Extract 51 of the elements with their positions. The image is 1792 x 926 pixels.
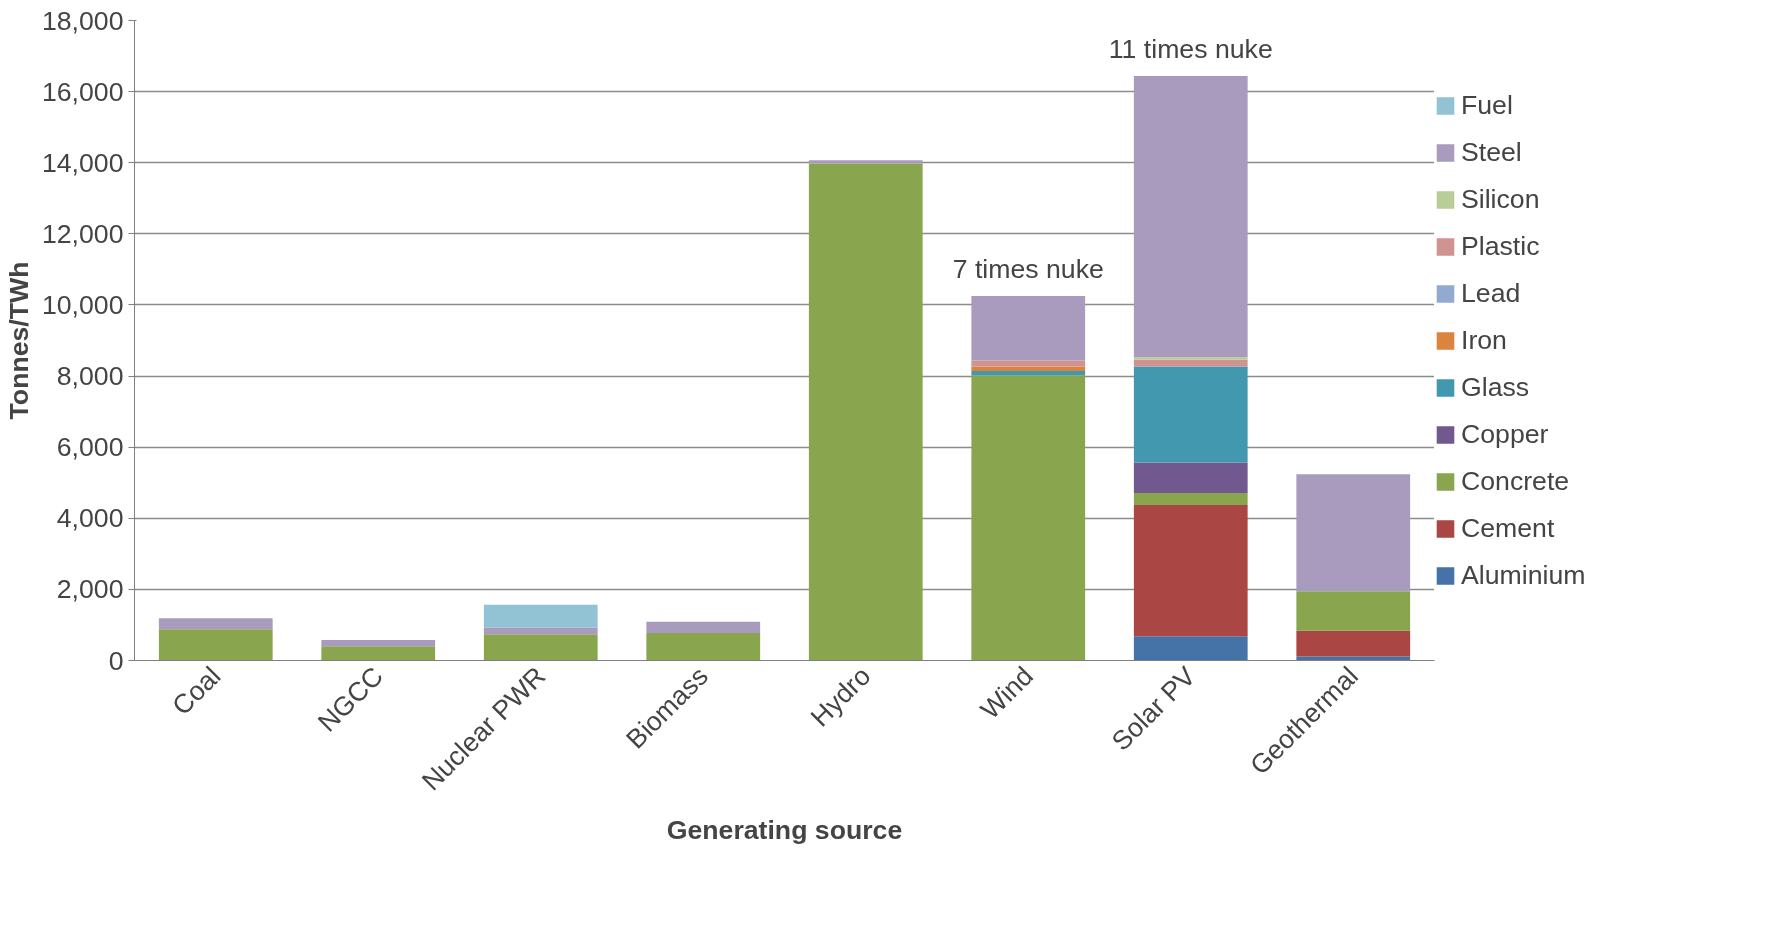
bar bbox=[1296, 630, 1411, 657]
bar bbox=[321, 639, 436, 647]
y-tick-label: 12,000 bbox=[41, 218, 124, 249]
bar bbox=[646, 633, 761, 661]
y-tick-label: 6,000 bbox=[56, 432, 124, 463]
legend-label: Copper bbox=[1461, 418, 1549, 450]
bar bbox=[1133, 357, 1248, 360]
legend-label: Steel bbox=[1461, 136, 1522, 168]
legend-label: Cement bbox=[1461, 512, 1555, 544]
bar bbox=[1133, 462, 1248, 494]
y-tick-label: 4,000 bbox=[56, 503, 124, 534]
x-axis-title: Generating source bbox=[666, 814, 903, 845]
bar bbox=[1133, 505, 1248, 637]
legend-label: Glass bbox=[1461, 371, 1530, 403]
bar bbox=[808, 160, 923, 164]
annotation: 11 times nuke bbox=[1108, 33, 1273, 64]
bar bbox=[158, 629, 273, 661]
y-tick-label: 0 bbox=[108, 645, 124, 676]
y-tick-label: 10,000 bbox=[41, 289, 124, 320]
legend-label: Concrete bbox=[1461, 465, 1570, 497]
bar bbox=[321, 646, 436, 661]
y-tick-label: 16,000 bbox=[41, 76, 124, 107]
bar bbox=[646, 621, 761, 634]
legend-label: Lead bbox=[1461, 277, 1521, 309]
y-tick-label: 14,000 bbox=[41, 147, 124, 178]
y-axis-title: Tonnes/TWh bbox=[3, 261, 34, 420]
bar bbox=[1133, 75, 1248, 358]
bar bbox=[1296, 474, 1411, 592]
bar bbox=[483, 627, 598, 635]
y-tick-label: 18,000 bbox=[41, 5, 124, 36]
bar bbox=[483, 634, 598, 661]
bar bbox=[971, 366, 1086, 372]
bar bbox=[1133, 636, 1248, 661]
bar bbox=[971, 360, 1086, 367]
annotation: 7 times nuke bbox=[952, 254, 1104, 285]
y-tick-label: 8,000 bbox=[56, 361, 124, 392]
bar bbox=[158, 618, 273, 630]
legend-label: Silicon bbox=[1461, 183, 1540, 215]
legend-label: Iron bbox=[1461, 324, 1507, 356]
legend-label: Plastic bbox=[1461, 230, 1540, 262]
bar bbox=[1296, 591, 1411, 631]
bar bbox=[1133, 493, 1248, 506]
bar bbox=[971, 371, 1086, 376]
legend-label: Aluminium bbox=[1461, 559, 1586, 591]
bar bbox=[483, 604, 598, 628]
legend-label: Fuel bbox=[1461, 89, 1513, 121]
y-tick-label: 2,000 bbox=[56, 574, 124, 605]
bar bbox=[971, 296, 1086, 361]
bar bbox=[808, 163, 923, 661]
bar bbox=[1133, 366, 1248, 463]
bar bbox=[971, 375, 1086, 661]
